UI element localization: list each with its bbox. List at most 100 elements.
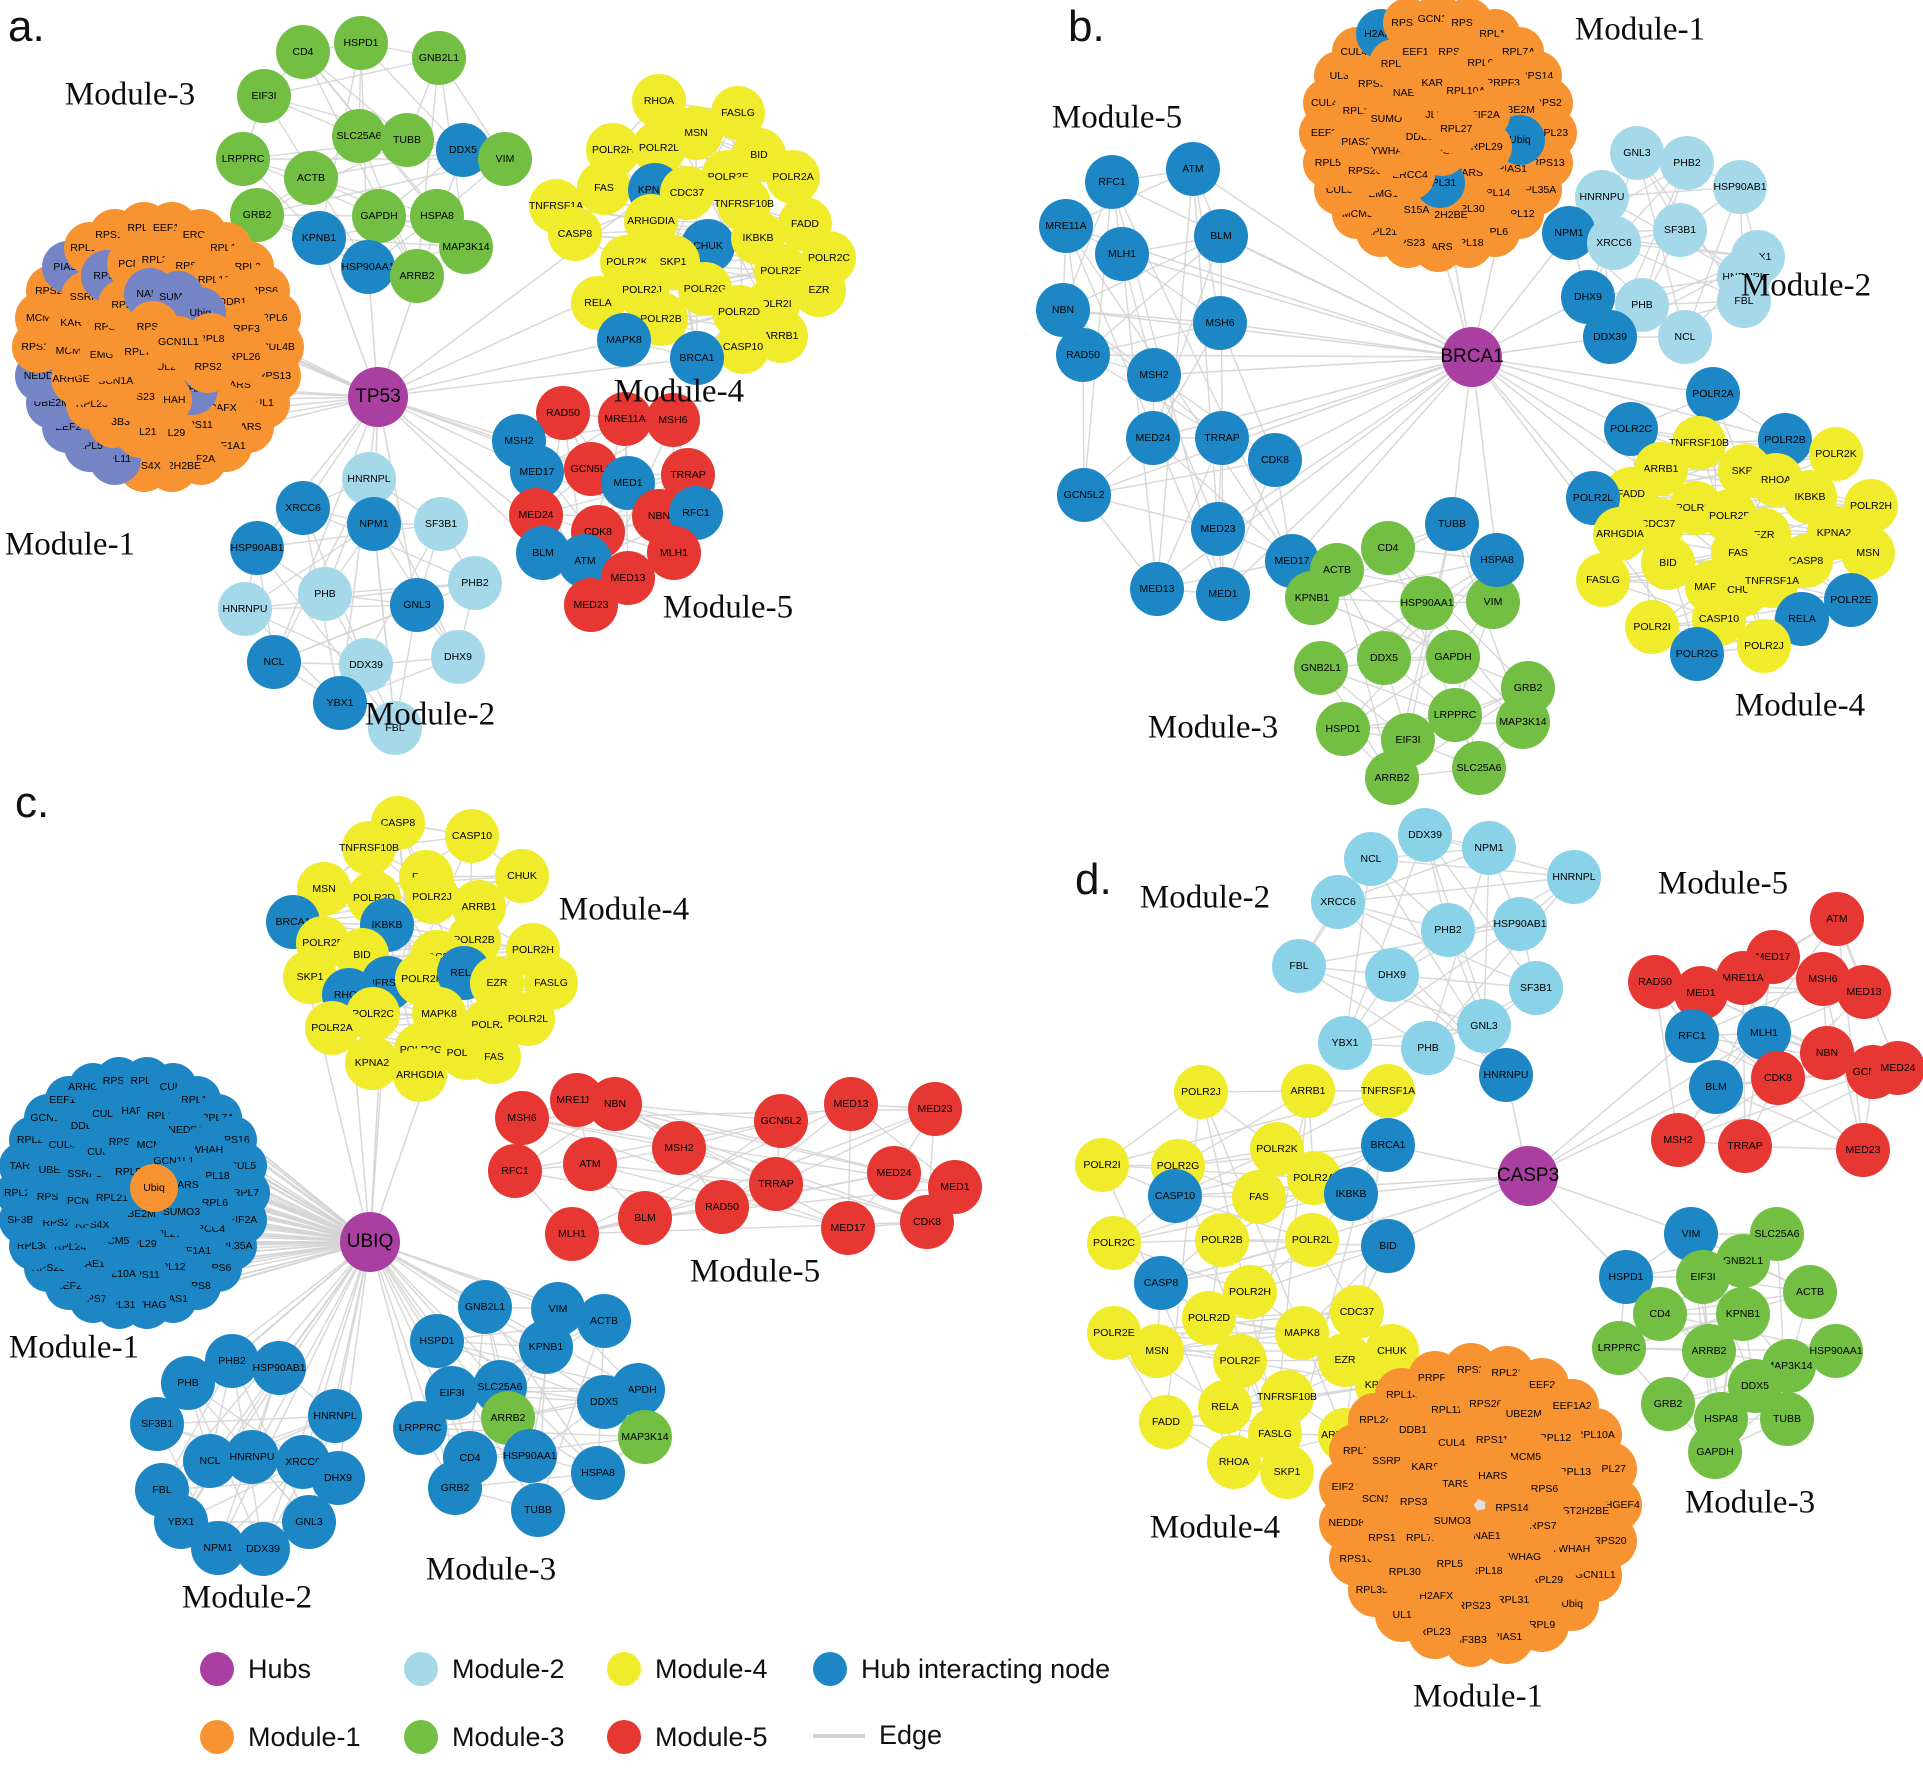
graph-node[interactable]: HNRNPL — [308, 1389, 362, 1443]
graph-node[interactable]: DDX39 — [1398, 808, 1452, 862]
graph-node[interactable]: DDX39 — [1583, 310, 1637, 364]
graph-node[interactable]: MRE11A — [1039, 199, 1093, 253]
graph-node[interactable]: MED24 — [1126, 411, 1180, 465]
graph-node[interactable]: MLH1 — [647, 526, 701, 580]
graph-node[interactable]: ACTB — [577, 1294, 631, 1348]
graph-node[interactable]: HNRNPL — [1547, 850, 1601, 904]
graph-node[interactable]: TRRAP — [1718, 1119, 1772, 1173]
graph-node[interactable]: POLR2I — [1075, 1138, 1129, 1192]
graph-node[interactable]: MED23 — [1836, 1123, 1890, 1177]
graph-node[interactable]: HSPA8 — [571, 1446, 625, 1500]
graph-node[interactable]: YBX1 — [1318, 1016, 1372, 1070]
graph-node[interactable]: MED23 — [908, 1082, 962, 1136]
graph-node[interactable]: LRPPRC — [1592, 1321, 1646, 1375]
graph-node[interactable]: MSH2 — [652, 1121, 706, 1175]
graph-node[interactable]: TNFRSF1A — [1361, 1064, 1415, 1118]
graph-node[interactable]: MED24 — [1871, 1041, 1923, 1095]
graph-node[interactable]: CD4 — [1361, 521, 1415, 575]
graph-node[interactable]: RPS14 — [1484, 1480, 1539, 1535]
graph-node[interactable]: POLR2E — [1087, 1306, 1141, 1360]
graph-node[interactable]: MSH2 — [1127, 348, 1181, 402]
graph-node[interactable]: HSP90AB1 — [230, 521, 284, 575]
graph-node[interactable]: DDX39 — [236, 1522, 290, 1576]
graph-node[interactable]: SKP1 — [1260, 1445, 1314, 1499]
graph-node[interactable]: PHB — [298, 567, 352, 621]
graph-node[interactable]: MAP3K14 — [439, 220, 493, 274]
graph-node[interactable]: BLM — [1194, 209, 1248, 263]
graph-node[interactable]: RAD50 — [1056, 328, 1110, 382]
graph-node[interactable]: MLH1 — [1095, 227, 1149, 281]
graph-node[interactable]: MAP3K14 — [1496, 695, 1550, 749]
graph-node[interactable]: HNRNPU — [218, 582, 272, 636]
graph-node[interactable]: POLR2B — [1195, 1213, 1249, 1267]
graph-node[interactable]: TNFRSF10B — [339, 821, 399, 875]
graph-node[interactable]: MSH6 — [495, 1091, 549, 1145]
graph-node[interactable]: GNB2L1 — [1294, 641, 1348, 695]
graph-node[interactable]: MED1 — [1196, 567, 1250, 621]
graph-node[interactable]: NCL — [247, 635, 301, 689]
graph-node[interactable]: CASP8 — [548, 207, 602, 261]
graph-node[interactable]: ACTB — [284, 151, 338, 205]
graph-node[interactable]: GNL3 — [1610, 126, 1664, 180]
graph-node[interactable]: MED24 — [867, 1146, 921, 1200]
graph-node[interactable]: BLM — [618, 1191, 672, 1245]
graph-node[interactable]: GNL3 — [1457, 999, 1511, 1053]
graph-node[interactable]: GNB2L1 — [412, 31, 466, 85]
graph-node[interactable]: POLR2I — [1625, 600, 1679, 654]
graph-node[interactable]: FAS — [467, 1030, 521, 1084]
graph-node[interactable]: ACTB — [1783, 1265, 1837, 1319]
graph-node[interactable]: GCN5L2 — [754, 1094, 808, 1148]
graph-node[interactable]: XRCC6 — [1587, 216, 1641, 270]
graph-node[interactable]: ARRB2 — [1682, 1324, 1736, 1378]
graph-node[interactable]: CD4 — [276, 25, 330, 79]
graph-node[interactable]: DDX5 — [1357, 631, 1411, 685]
graph-node[interactable]: FADD — [1139, 1395, 1193, 1449]
graph-node[interactable]: POLR2G — [1670, 627, 1724, 681]
graph-node[interactable]: HSPD1 — [1316, 702, 1370, 756]
graph-node[interactable]: POLR2C — [1087, 1216, 1141, 1270]
graph-node[interactable]: PHB2 — [448, 556, 502, 610]
graph-node[interactable]: PHB2 — [1660, 136, 1714, 190]
graph-node[interactable]: MED17 — [821, 1201, 875, 1255]
graph-node[interactable]: POLR2J — [1174, 1065, 1228, 1119]
graph-node[interactable]: MAPK8 — [597, 313, 651, 367]
graph-node[interactable]: TRRAP — [1195, 411, 1249, 465]
graph-node[interactable]: GNB2L1 — [458, 1280, 512, 1334]
graph-node[interactable]: TRRAP — [749, 1157, 803, 1211]
graph-node[interactable]: DHX9 — [1365, 948, 1419, 1002]
graph-node[interactable]: FAS — [577, 161, 631, 215]
graph-node[interactable]: GRB2 — [428, 1461, 482, 1515]
graph-node[interactable]: POLR2E — [1824, 573, 1878, 627]
graph-node[interactable]: RAD50 — [695, 1180, 749, 1234]
graph-node[interactable]: EZR — [792, 263, 846, 317]
graph-node[interactable]: BLM — [1689, 1060, 1743, 1114]
graph-node[interactable]: NCL — [1658, 310, 1712, 364]
graph-node[interactable]: CASP10 — [1148, 1169, 1202, 1223]
graph-node[interactable]: MSN — [1841, 526, 1895, 580]
graph-node[interactable]: LRPPRC — [393, 1401, 447, 1455]
graph-node[interactable]: BRCA1 — [1361, 1118, 1415, 1172]
graph-node[interactable]: CDK8 — [1248, 433, 1302, 487]
graph-node[interactable]: KPNB1 — [292, 211, 346, 265]
graph-node[interactable]: ARRB1 — [1281, 1064, 1335, 1118]
graph-node[interactable]: HSP90AA1 — [503, 1429, 557, 1483]
graph-node[interactable]: CASP10 — [716, 320, 770, 374]
hub-node[interactable]: BRCA1 — [1440, 327, 1504, 387]
graph-node[interactable]: RFC1 — [1665, 1009, 1719, 1063]
graph-node[interactable]: SF3B1 — [1653, 203, 1707, 257]
graph-node[interactable]: KPNB1 — [519, 1320, 573, 1374]
graph-node[interactable]: LRPPRC — [1428, 688, 1482, 742]
graph-node[interactable]: MSH2 — [1651, 1113, 1705, 1167]
graph-node[interactable]: RFC1 — [488, 1144, 542, 1198]
graph-node[interactable]: HSPD1 — [410, 1314, 464, 1368]
graph-node[interactable]: RPL27 — [1431, 103, 1482, 154]
graph-node[interactable]: CDK8 — [900, 1195, 954, 1249]
graph-node[interactable]: NPM1 — [1462, 821, 1516, 875]
hub-node[interactable]: TP53 — [348, 367, 408, 427]
graph-node[interactable]: PHB2 — [1421, 903, 1475, 957]
graph-node[interactable]: ATM — [1810, 892, 1864, 946]
graph-node[interactable]: HSPD1 — [334, 16, 388, 70]
graph-node[interactable]: MED23 — [564, 578, 618, 632]
graph-node[interactable]: PHB — [1401, 1021, 1455, 1075]
graph-node[interactable]: CASP10 — [445, 809, 499, 863]
